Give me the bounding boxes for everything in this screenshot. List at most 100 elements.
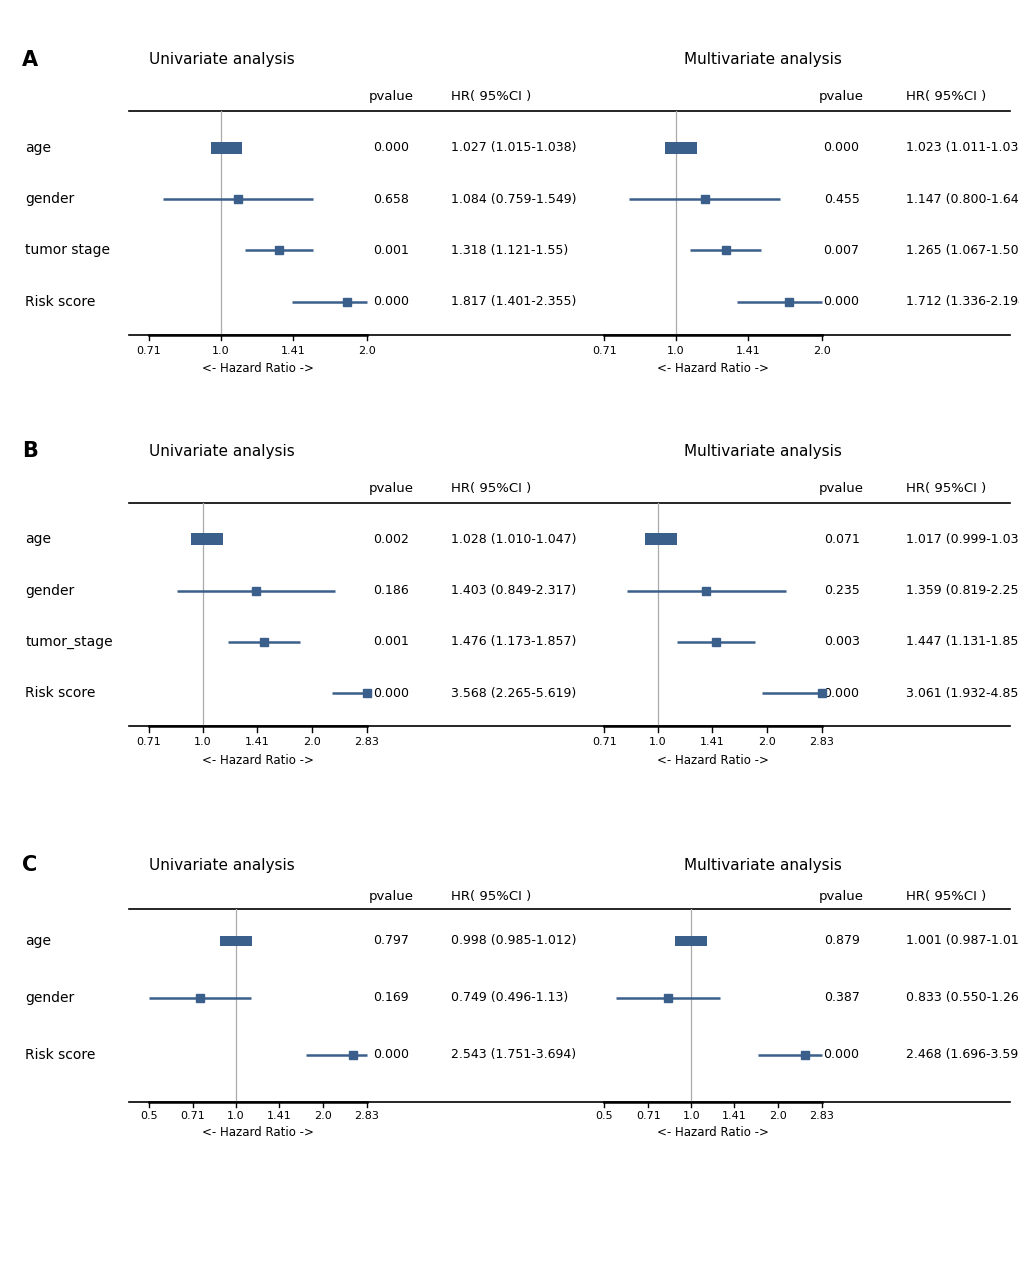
Text: 0.749 (0.496-1.13): 0.749 (0.496-1.13) [450, 991, 568, 1004]
Text: 1.41: 1.41 [280, 346, 306, 356]
Text: 1.017 (0.999-1.035): 1.017 (0.999-1.035) [905, 533, 1019, 546]
Text: HR( 95%CI ): HR( 95%CI ) [450, 481, 531, 495]
Text: 1.447 (1.131-1.85): 1.447 (1.131-1.85) [905, 635, 1019, 648]
Text: 0.000: 0.000 [373, 141, 409, 154]
Text: 0.797: 0.797 [373, 935, 409, 947]
Text: 1.0: 1.0 [227, 1111, 245, 1122]
Text: 0.002: 0.002 [373, 533, 409, 546]
Text: 2.468 (1.696-3.591): 2.468 (1.696-3.591) [905, 1048, 1019, 1061]
Text: 1.027 (1.015-1.038): 1.027 (1.015-1.038) [450, 141, 576, 154]
Text: 2.0: 2.0 [303, 738, 321, 748]
Text: 1.318 (1.121-1.55): 1.318 (1.121-1.55) [450, 244, 568, 256]
Text: 1.817 (1.401-2.355): 1.817 (1.401-2.355) [450, 296, 576, 308]
Text: 1.0: 1.0 [682, 1111, 699, 1122]
Bar [192, 533, 223, 546]
Text: 2.83: 2.83 [354, 738, 379, 748]
Text: pvalue: pvalue [369, 890, 414, 903]
Text: pvalue: pvalue [818, 890, 863, 903]
Text: 2.0: 2.0 [812, 346, 829, 356]
Text: 0.71: 0.71 [137, 738, 161, 748]
Text: 0.169: 0.169 [373, 991, 409, 1004]
Text: 0.71: 0.71 [591, 738, 615, 748]
Text: 0.007: 0.007 [822, 244, 859, 256]
Text: 0.001: 0.001 [373, 635, 409, 648]
Text: 0.186: 0.186 [373, 584, 409, 597]
Text: 2.0: 2.0 [314, 1111, 331, 1122]
Text: 0.71: 0.71 [635, 1111, 660, 1122]
Text: 0.998 (0.985-1.012): 0.998 (0.985-1.012) [450, 935, 576, 947]
Text: 1.41: 1.41 [736, 346, 760, 356]
Text: 0.658: 0.658 [373, 192, 409, 206]
Text: 1.0: 1.0 [649, 738, 666, 748]
Text: age: age [25, 933, 51, 949]
Text: C: C [22, 855, 38, 875]
Text: pvalue: pvalue [369, 481, 414, 495]
Text: 0.71: 0.71 [591, 346, 615, 356]
Text: <- Hazard Ratio ->: <- Hazard Ratio -> [656, 1125, 768, 1139]
Text: gender: gender [25, 192, 74, 206]
Text: 1.41: 1.41 [721, 1111, 746, 1122]
Text: 2.0: 2.0 [757, 738, 775, 748]
Text: 0.000: 0.000 [822, 141, 859, 154]
Bar [675, 936, 706, 946]
Text: 1.0: 1.0 [212, 346, 229, 356]
Text: pvalue: pvalue [369, 90, 414, 104]
Text: 0.000: 0.000 [373, 1048, 409, 1061]
Text: <- Hazard Ratio ->: <- Hazard Ratio -> [656, 362, 768, 375]
Text: tumor stage: tumor stage [25, 244, 110, 258]
Text: 2.83: 2.83 [809, 1111, 834, 1122]
Text: 2.543 (1.751-3.694): 2.543 (1.751-3.694) [450, 1048, 576, 1061]
Text: Univariate analysis: Univariate analysis [149, 443, 294, 458]
Text: 0.000: 0.000 [822, 687, 859, 700]
Text: 1.712 (1.336-2.194): 1.712 (1.336-2.194) [905, 296, 1019, 308]
Text: age: age [25, 140, 51, 155]
Text: pvalue: pvalue [818, 481, 863, 495]
Text: 2.83: 2.83 [809, 738, 834, 748]
Text: Multivariate analysis: Multivariate analysis [683, 52, 841, 67]
Text: 0.71: 0.71 [137, 346, 161, 356]
Text: 0.5: 0.5 [595, 1111, 612, 1122]
Text: 0.387: 0.387 [823, 991, 859, 1004]
Text: Multivariate analysis: Multivariate analysis [683, 443, 841, 458]
Text: 1.41: 1.41 [267, 1111, 291, 1122]
Text: <- Hazard Ratio ->: <- Hazard Ratio -> [202, 754, 314, 767]
Text: HR( 95%CI ): HR( 95%CI ) [450, 90, 531, 104]
Text: 0.000: 0.000 [373, 687, 409, 700]
Text: <- Hazard Ratio ->: <- Hazard Ratio -> [202, 1125, 314, 1139]
Text: 1.0: 1.0 [666, 346, 685, 356]
Bar [220, 936, 252, 946]
Text: 0.71: 0.71 [180, 1111, 205, 1122]
Text: 0.000: 0.000 [373, 296, 409, 308]
Text: 2.83: 2.83 [354, 1111, 379, 1122]
Text: 0.879: 0.879 [823, 935, 859, 947]
Text: Risk score: Risk score [25, 686, 96, 700]
Text: Univariate analysis: Univariate analysis [149, 52, 294, 67]
Text: 3.061 (1.932-4.852): 3.061 (1.932-4.852) [905, 687, 1019, 700]
Text: gender: gender [25, 990, 74, 1005]
Text: 0.833 (0.550-1.261): 0.833 (0.550-1.261) [905, 991, 1019, 1004]
Text: <- Hazard Ratio ->: <- Hazard Ratio -> [656, 754, 768, 767]
Text: <- Hazard Ratio ->: <- Hazard Ratio -> [202, 362, 314, 375]
Text: 1.023 (1.011-1.034): 1.023 (1.011-1.034) [905, 141, 1019, 154]
Text: 1.0: 1.0 [194, 738, 212, 748]
Text: HR( 95%CI ): HR( 95%CI ) [905, 481, 985, 495]
Text: 0.5: 0.5 [140, 1111, 158, 1122]
Bar [211, 141, 243, 154]
Text: tumor_stage: tumor_stage [25, 635, 113, 649]
Text: 2.0: 2.0 [358, 346, 375, 356]
Bar [644, 533, 676, 546]
Text: 1.028 (1.010-1.047): 1.028 (1.010-1.047) [450, 533, 576, 546]
Text: 0.455: 0.455 [823, 192, 859, 206]
Text: 0.235: 0.235 [823, 584, 859, 597]
Text: 0.071: 0.071 [823, 533, 859, 546]
Text: HR( 95%CI ): HR( 95%CI ) [905, 90, 985, 104]
Text: HR( 95%CI ): HR( 95%CI ) [905, 890, 985, 903]
Text: 1.359 (0.819-2.253): 1.359 (0.819-2.253) [905, 584, 1019, 597]
Text: B: B [22, 441, 39, 461]
Text: Multivariate analysis: Multivariate analysis [683, 858, 841, 873]
Text: A: A [22, 49, 39, 69]
Text: 1.001 (0.987-1.015): 1.001 (0.987-1.015) [905, 935, 1019, 947]
Text: 0.000: 0.000 [822, 296, 859, 308]
Text: HR( 95%CI ): HR( 95%CI ) [450, 890, 531, 903]
Text: 1.084 (0.759-1.549): 1.084 (0.759-1.549) [450, 192, 576, 206]
